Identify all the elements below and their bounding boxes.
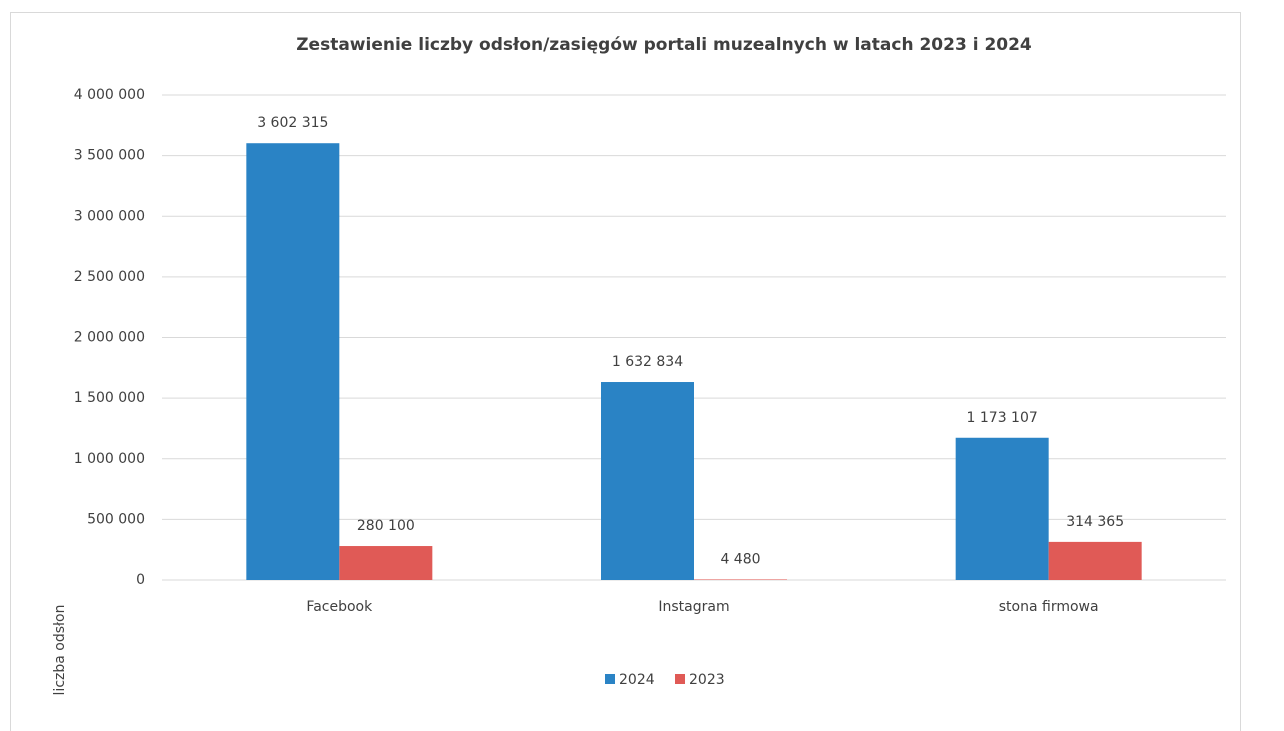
y-tick-label: 0 (136, 572, 145, 588)
y-tick-label: 2 000 000 (74, 330, 145, 346)
value-label: 4 480 (720, 551, 760, 567)
x-tick-label: Instagram (658, 599, 729, 615)
y-tick-label: 2 500 000 (74, 269, 145, 285)
legend-swatch (605, 674, 615, 684)
chart-title: Zestawienie liczby odsłon/zasięgów porta… (296, 35, 1032, 55)
value-label: 314 365 (1066, 514, 1124, 530)
y-tick-label: 1 500 000 (74, 390, 145, 406)
y-axis-label: liczba odsłon (52, 605, 68, 696)
value-label: 3 602 315 (257, 115, 328, 131)
legend-label: 2023 (689, 672, 725, 688)
value-label: 280 100 (357, 518, 415, 534)
y-tick-label: 3 500 000 (74, 148, 145, 164)
legend-label: 2024 (619, 672, 655, 688)
bar (601, 382, 694, 580)
bar (955, 437, 1049, 580)
chart-border (10, 12, 1241, 731)
y-tick-label: 4 000 000 (74, 87, 145, 103)
y-tick-label: 500 000 (87, 511, 145, 527)
value-label: 1 632 834 (612, 354, 683, 370)
value-label: 1 173 107 (967, 410, 1038, 426)
legend-swatch (675, 674, 685, 684)
x-tick-label: stona firmowa (999, 599, 1099, 615)
y-tick-label: 1 000 000 (74, 451, 145, 467)
bar (694, 579, 787, 580)
x-tick-label: Facebook (306, 599, 373, 615)
y-tick-label: 3 000 000 (74, 208, 145, 224)
bar (339, 546, 433, 580)
bar (246, 143, 340, 580)
bar (1048, 541, 1142, 580)
